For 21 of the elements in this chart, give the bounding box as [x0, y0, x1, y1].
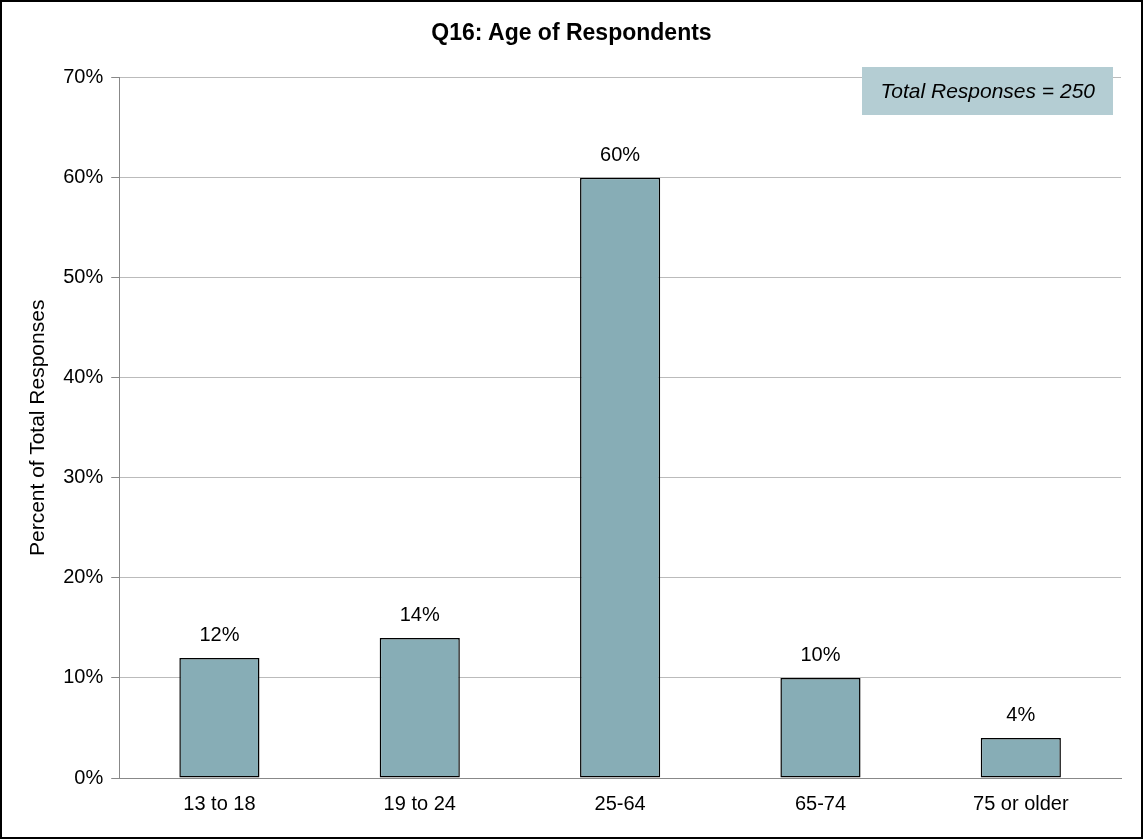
y-tick-label: 10%	[63, 665, 104, 688]
y-tick-label: 70%	[63, 65, 104, 88]
y-tick-label: 50%	[63, 265, 104, 288]
x-tick-label: 13 to 18	[183, 791, 256, 814]
y-tick-label: 30%	[63, 465, 104, 488]
x-tick-label: 65-74	[794, 791, 847, 814]
data-label: 14%	[399, 603, 440, 626]
chart-title: Q16: Age of Respondents	[431, 19, 712, 46]
y-tick-label: 0%	[74, 765, 104, 788]
x-tick-label: 19 to 24	[383, 791, 456, 814]
annotation: Total Responses = 250	[862, 67, 1113, 115]
x-tick-label: 75 or older	[973, 791, 1069, 814]
data-label: 12%	[199, 623, 240, 646]
y-tick-label: 20%	[63, 565, 104, 588]
y-axis-title: Percent of Total Responses	[25, 299, 49, 557]
y-tick-label: 60%	[63, 165, 104, 188]
x-tick-label: 25-64	[594, 791, 646, 814]
data-label: 60%	[600, 143, 641, 166]
y-tick-label: 40%	[63, 365, 104, 388]
data-label: 10%	[800, 643, 841, 666]
data-label: 4%	[1006, 703, 1036, 726]
